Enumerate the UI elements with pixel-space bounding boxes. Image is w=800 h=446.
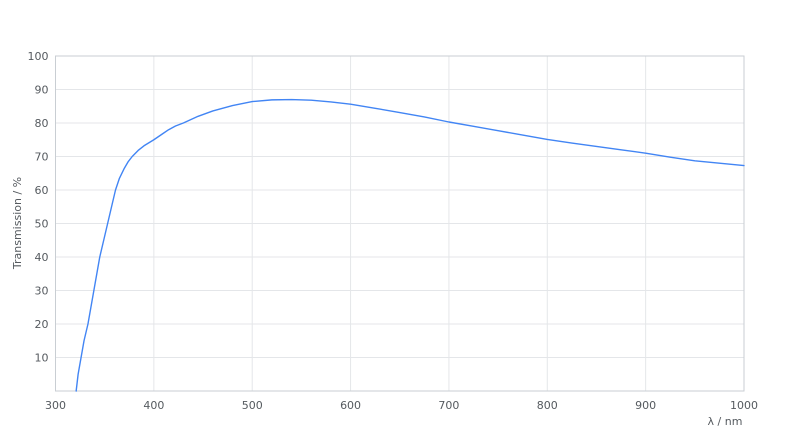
- y-tick-label: 50: [35, 218, 49, 231]
- gridlines: [55, 55, 745, 391]
- transmission-curve: [75, 98, 745, 392]
- x-tick-label: 500: [242, 399, 263, 412]
- x-axis-title: λ / nm: [708, 415, 743, 428]
- x-tick-label: 700: [438, 399, 459, 412]
- y-tick-label: 70: [35, 151, 49, 164]
- y-tick-label: 80: [35, 117, 49, 130]
- x-tick-label: 400: [143, 399, 164, 412]
- x-tick-label: 900: [635, 399, 656, 412]
- x-axis-tick-labels: 300 400 500 600 700 800 900 1000: [45, 399, 758, 412]
- y-tick-label: 100: [28, 50, 49, 63]
- y-tick-label: 30: [35, 285, 49, 298]
- x-tick-label: 300: [45, 399, 66, 412]
- y-axis-tick-labels: 10 20 30 40 50 60 70 80 90 100: [28, 50, 49, 365]
- x-tick-label: 600: [340, 399, 361, 412]
- y-axis-title: Transmission / %: [11, 177, 24, 270]
- y-tick-label: 40: [35, 251, 49, 264]
- x-tick-label: 1000: [730, 399, 758, 412]
- y-tick-label: 20: [35, 318, 49, 331]
- y-tick-label: 60: [35, 184, 49, 197]
- x-tick-label: 800: [537, 399, 558, 412]
- y-tick-label: 90: [35, 84, 49, 97]
- y-tick-label: 10: [35, 352, 49, 365]
- plot-border: [55, 55, 745, 392]
